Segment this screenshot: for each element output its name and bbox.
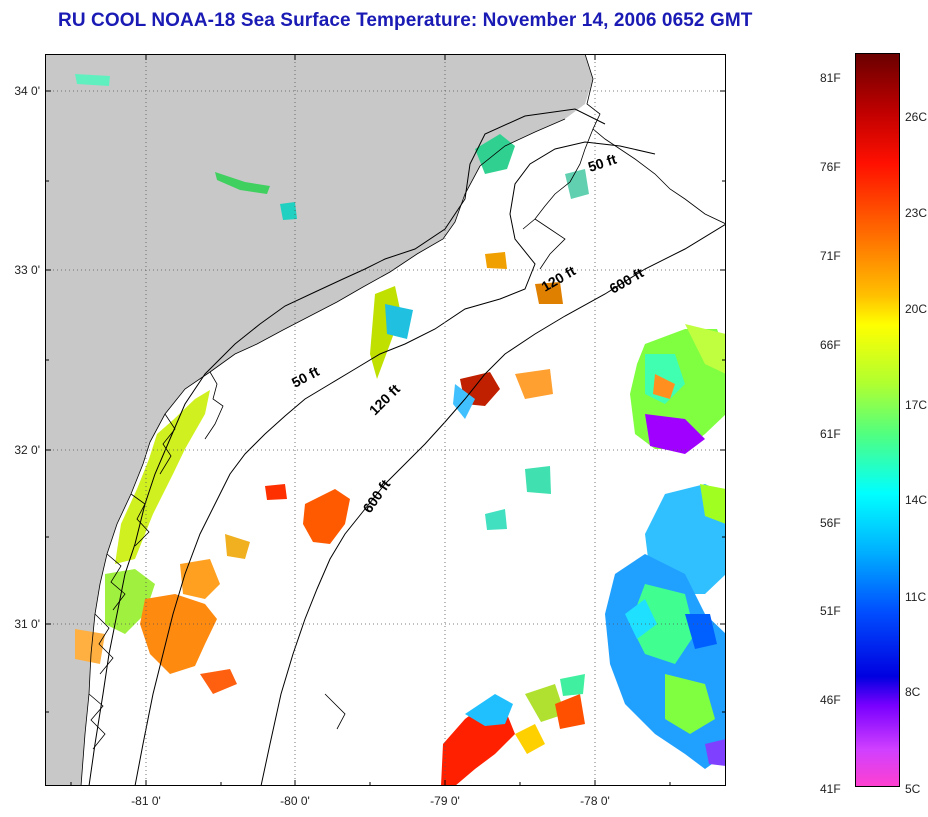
- lat-label-32: 32 0': [14, 443, 40, 457]
- lat-label-31: 31 0': [14, 617, 40, 631]
- colorbar-c-14: 14C: [905, 493, 928, 507]
- colorbar-f-81: 81F: [820, 71, 841, 85]
- coastline: [80, 54, 726, 786]
- lon-label-79: -79 0': [430, 794, 460, 808]
- colorbar-c-5: 5C: [905, 782, 921, 796]
- colorbar-f-56: 56F: [820, 516, 841, 530]
- lat-label-34: 34 0': [14, 84, 40, 98]
- lon-label-81: -81 0': [131, 794, 161, 808]
- colorbar-c-8: 8C: [905, 685, 921, 699]
- colorbar-f-71: 71F: [820, 249, 841, 263]
- sst-map[interactable]: 50 ft 50 ft 120 ft 120 ft 600 ft 600 ft: [45, 54, 726, 786]
- colorbar-f-76: 76F: [820, 160, 841, 174]
- colorbar-c-11: 11C: [905, 590, 927, 604]
- colorbar-c-23: 23C: [905, 206, 928, 220]
- colorbar-f-66: 66F: [820, 338, 841, 352]
- colorbar-f-51: 51F: [820, 604, 841, 618]
- colorbar-c-26: 26C: [905, 110, 928, 124]
- colorbar-f-41: 41F: [820, 782, 841, 796]
- land-mass: [45, 54, 593, 786]
- colorbar-c-17: 17C: [905, 398, 928, 412]
- lat-label-33: 33 0': [14, 263, 40, 277]
- graticule: [45, 54, 726, 786]
- colorbar-f-61: 61F: [820, 427, 841, 441]
- lon-label-80: -80 0': [280, 794, 310, 808]
- lon-label-78: -78 0': [580, 794, 610, 808]
- map-title: RU COOL NOAA-18 Sea Surface Temperature:…: [58, 10, 753, 31]
- temperature-colorbar: [855, 53, 900, 787]
- colorbar-f-46: 46F: [820, 693, 841, 707]
- colorbar-c-20: 20C: [905, 302, 928, 316]
